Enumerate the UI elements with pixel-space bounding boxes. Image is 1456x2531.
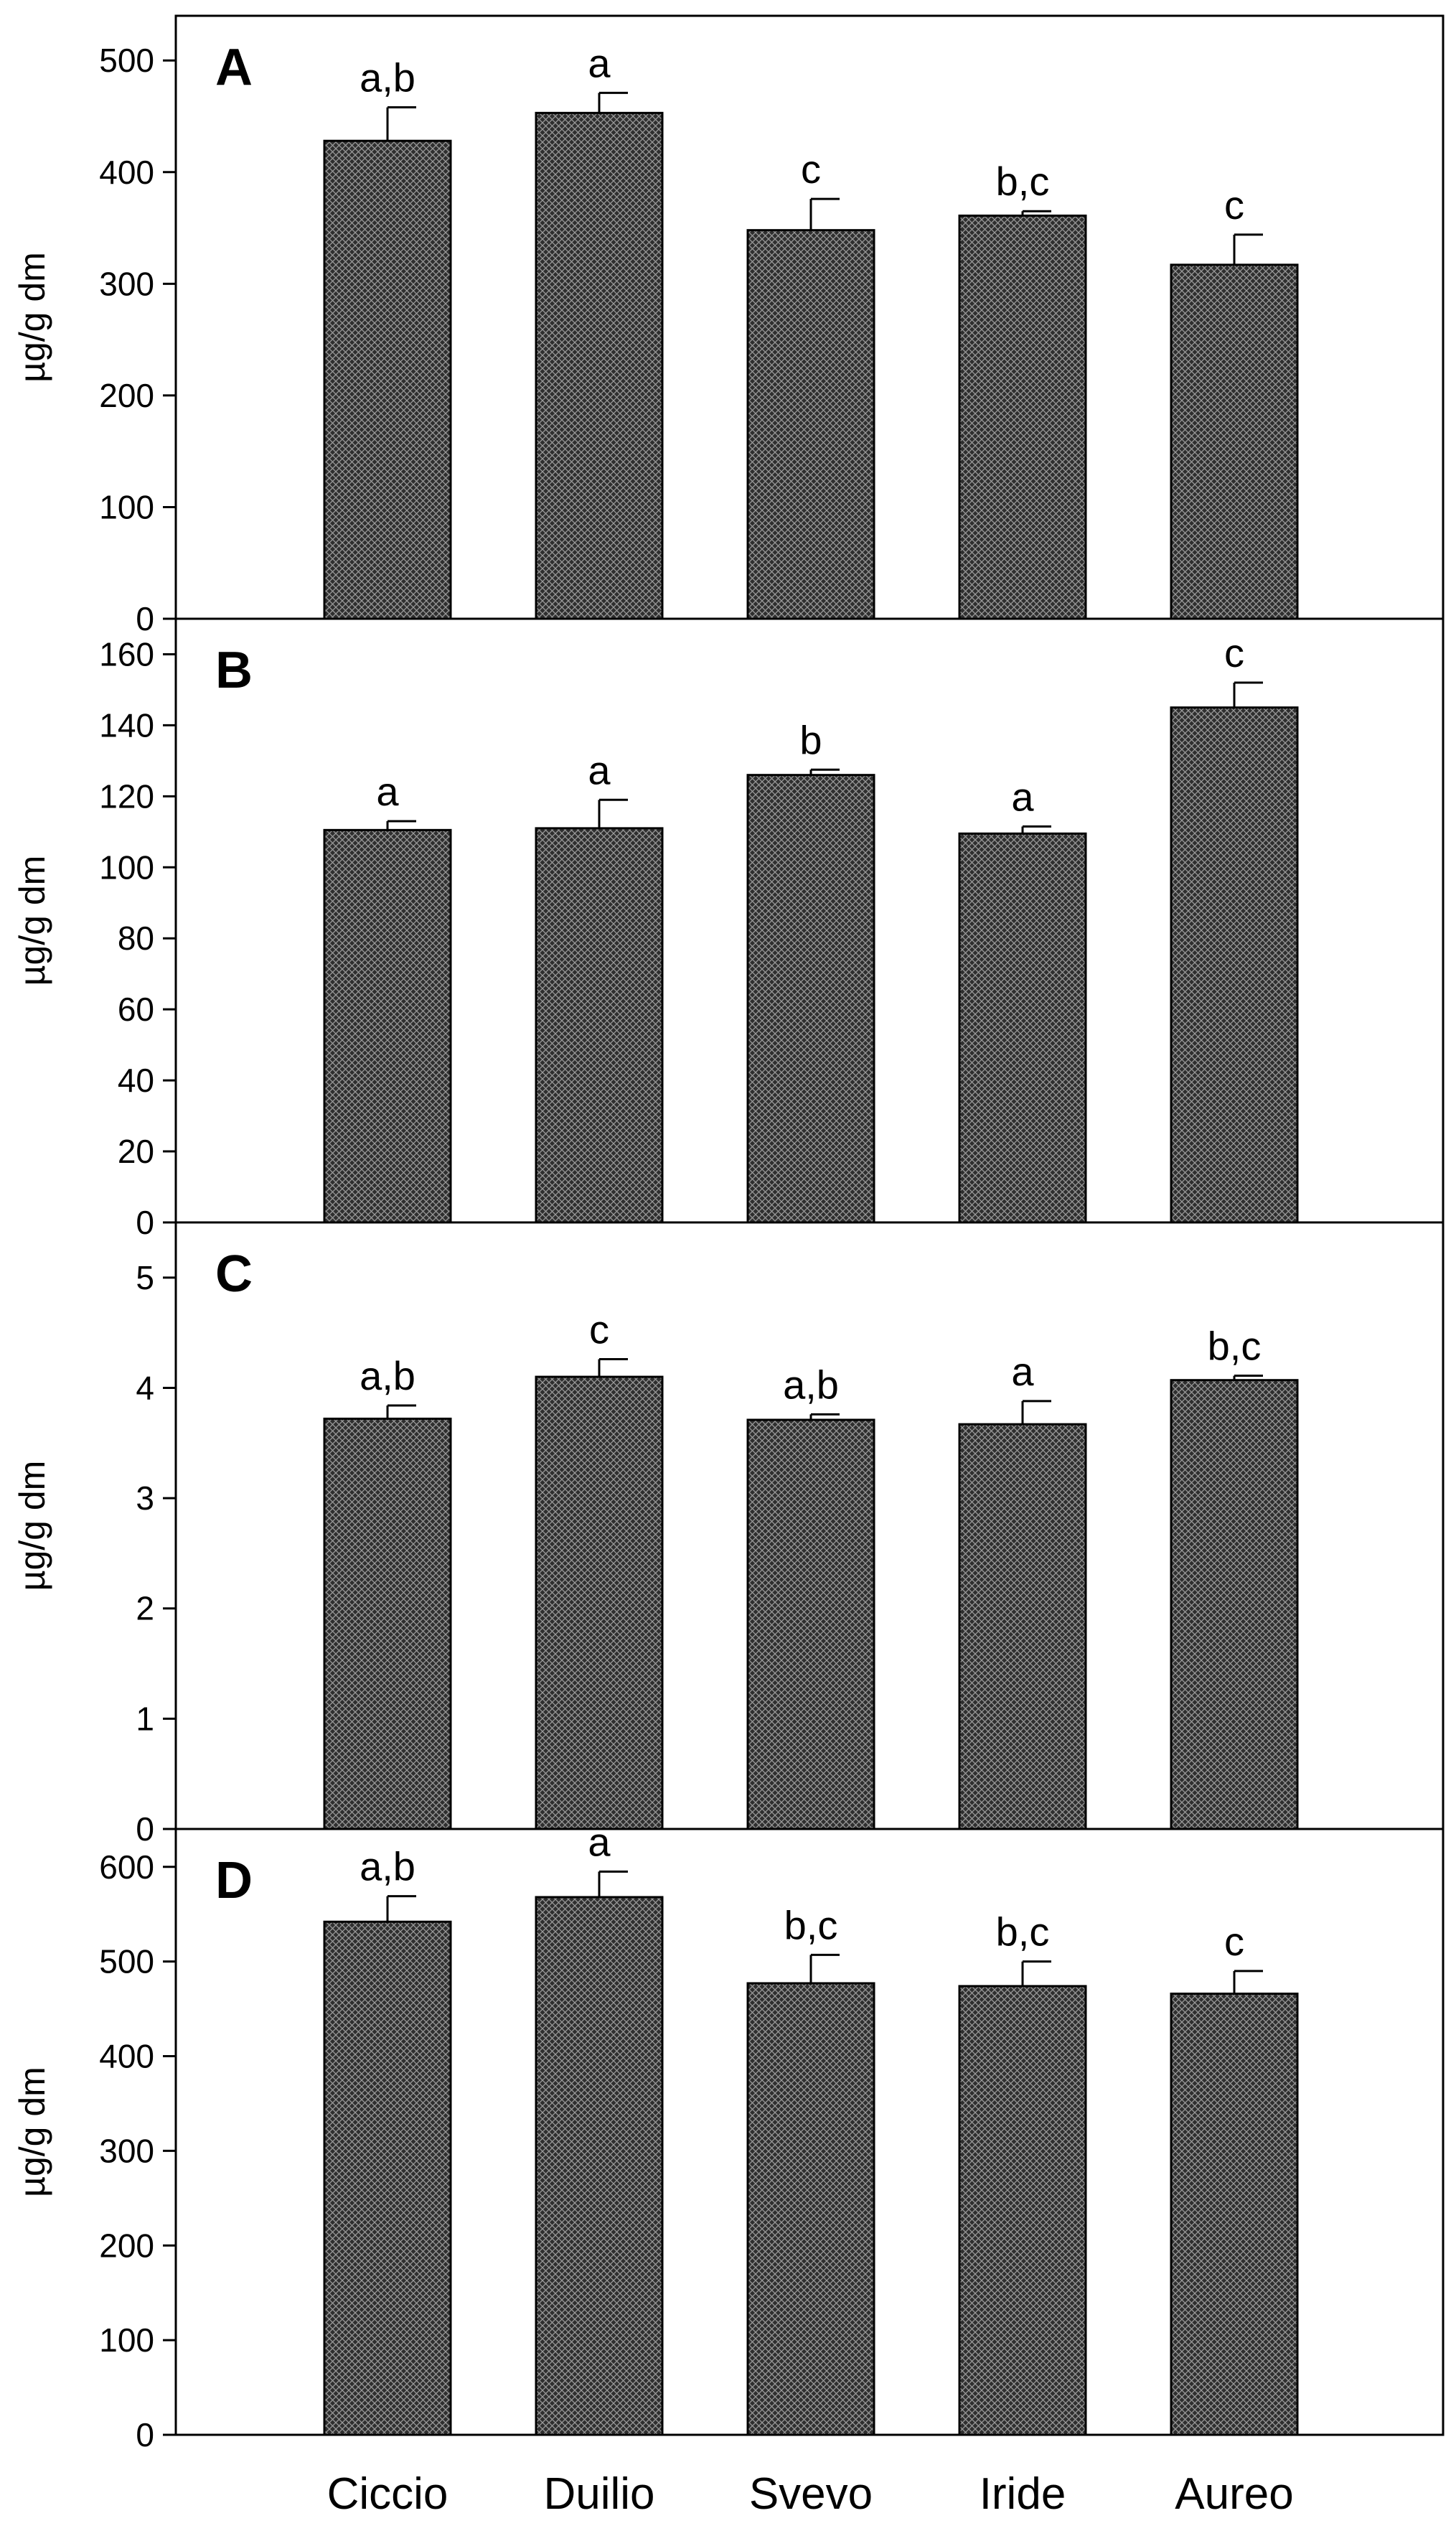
y-tick-label: 300 [99,265,154,302]
bar-aureo [1170,263,1299,620]
y-axis-title: µg/g dm [12,856,52,986]
panel-a: 0 100 200 300 400 500 µg/g dm A a,b a c b,c c [12,14,1445,637]
y-tick-label: 600 [99,1848,154,1886]
y-tick-label: 400 [99,2038,154,2075]
significance-label: c [1224,630,1244,675]
bar-iride [958,1423,1087,1830]
significance-label: a,b [360,1353,415,1398]
significance-label: c [1224,182,1244,228]
y-tick-label: 100 [99,2321,154,2359]
significance-label: c [801,146,821,192]
y-tick-label: 0 [136,1204,154,1241]
significance-label: a,b [360,55,415,100]
bar-svevo [746,774,875,1224]
y-axis-title: µg/g dm [12,252,52,383]
significance-label: b,c [996,159,1050,204]
bar-aureo [1170,1379,1299,1830]
y-axis-title: µg/g dm [12,1461,52,1591]
bar-aureo [1170,706,1299,1224]
y-tick-label: 500 [99,1943,154,1980]
y-tick-label: 4 [136,1369,154,1406]
bar-ciccio [323,828,452,1224]
bar-ciccio [323,1417,452,1830]
y-tick-label: 200 [99,2227,154,2264]
significance-label: c [589,1307,609,1352]
significance-label: a,b [783,1362,839,1407]
significance-label: a [376,769,399,814]
bar-iride [958,214,1087,620]
y-tick-label: 100 [99,848,154,886]
bar-iride [958,832,1087,1224]
x-category-label: Ciccio [327,2469,448,2519]
significance-label: b,c [1208,1324,1262,1369]
significance-label: a,b [360,1844,415,1889]
significance-label: a [588,1819,611,1864]
y-tick-label: 5 [136,1259,154,1296]
bar-aureo [1170,1992,1299,2436]
y-tick-label: 2 [136,1590,154,1627]
significance-label: a [588,40,611,85]
y-tick-label: 140 [99,706,154,744]
bar-duilio [535,1375,664,1830]
y-axis-title: µg/g dm [12,2067,52,2197]
panel-c: 0 1 2 3 4 5 µg/g dm Ca,b c a,b a b,c [12,1221,1445,1848]
bar-duilio [535,1896,664,2436]
bar-duilio [535,827,664,1224]
y-tick-label: 20 [118,1133,154,1170]
y-tick-label: 0 [136,2416,154,2453]
x-category-label: Svevo [749,2469,873,2519]
bar-svevo [746,1982,875,2436]
bar-iride [958,1985,1087,2436]
bar-ciccio [323,139,452,620]
panel-letter: A [215,39,253,96]
y-tick-label: 80 [118,920,154,957]
significance-label: b,c [996,1909,1050,1955]
significance-label: c [1224,1919,1244,1964]
y-tick-label: 300 [99,2132,154,2169]
bar-duilio [535,111,664,620]
x-category-label: Aureo [1175,2469,1293,2519]
significance-label: a [1011,774,1034,819]
y-tick-label: 0 [136,600,154,637]
panel-b: 0 20 40 60 80 100 120 140 160 µg/g dm Ba a b a c [12,617,1445,1241]
y-tick-label: 200 [99,377,154,414]
y-tick-label: 40 [118,1062,154,1099]
y-tick-label: 3 [136,1479,154,1517]
y-tick-label: 100 [99,488,154,525]
bar-svevo [746,229,875,620]
significance-label: b [799,717,822,762]
panel-letter: B [215,642,253,699]
significance-label: a [588,747,611,792]
y-tick-label: 1 [136,1700,154,1737]
bar-svevo [746,1418,875,1830]
y-tick-label: 500 [99,42,154,79]
panel-letter: D [215,1852,253,1909]
panel-d: 0 100 200 300 400 500 600 µg/g dm D a,b a b,c b,c c Ci… [12,1819,1445,2519]
significance-label: b,c [784,1902,838,1947]
y-tick-label: 160 [99,635,154,673]
bar-ciccio [323,1920,452,2436]
y-tick-label: 400 [99,154,154,191]
y-tick-label: 120 [99,777,154,815]
x-category-label: Duilio [543,2469,654,2519]
panel-letter: C [215,1245,253,1303]
y-tick-label: 0 [136,1810,154,1848]
significance-label: a [1011,1349,1034,1394]
y-tick-label: 60 [118,991,154,1028]
x-category-label: Iride [980,2469,1066,2519]
